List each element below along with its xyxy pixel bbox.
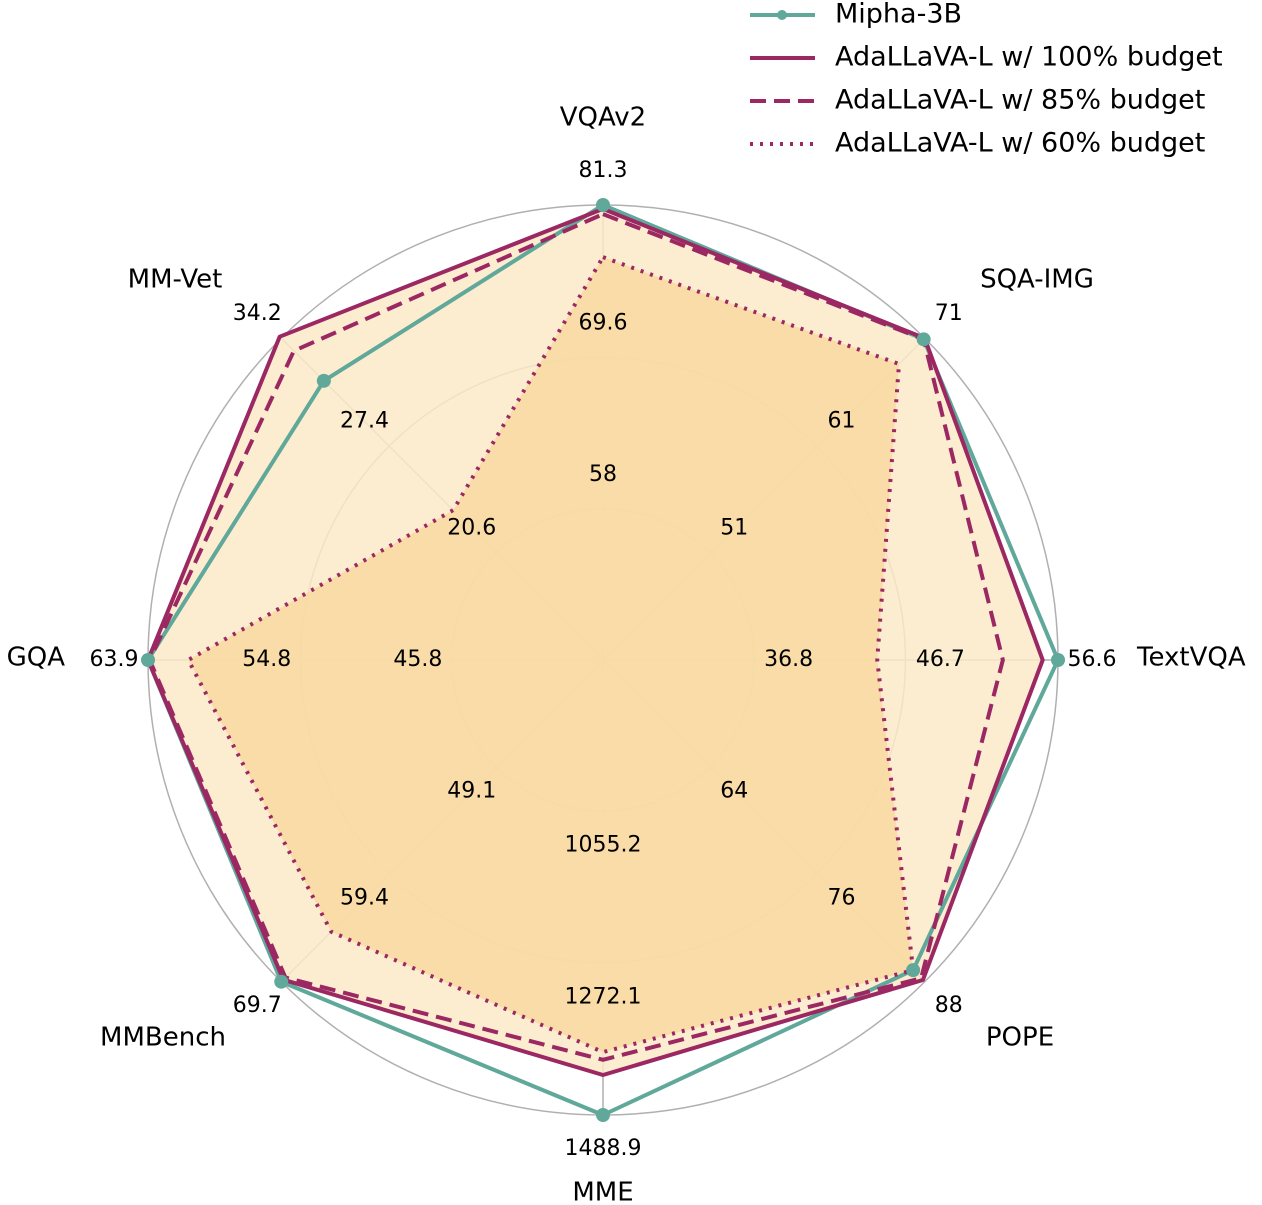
point	[906, 963, 921, 978]
category-label: GQA	[7, 643, 66, 673]
category-label: TextVQA	[1136, 643, 1246, 673]
tick-label: 45.8	[393, 647, 442, 672]
fills	[148, 208, 1043, 1075]
legend-label: Mipha-3B	[835, 0, 962, 30]
point	[316, 373, 331, 388]
point	[274, 974, 289, 989]
point	[596, 198, 610, 212]
tick-label: 27.4	[340, 408, 389, 433]
series-line	[186, 255, 916, 1055]
tick-label: 34.2	[233, 301, 282, 326]
tick-label: 1055.2	[565, 833, 642, 858]
category-label: SQA-IMG	[980, 265, 1094, 295]
series-line	[147, 212, 1005, 1062]
tick-label: 63.9	[90, 647, 139, 672]
tick-label: 51	[720, 516, 748, 541]
tick-label: 71	[935, 301, 963, 326]
legend: Mipha-3B AdaLLaVA-L w/ 100% budget AdaLLaV…	[750, 0, 1223, 159]
tick-label: 64	[720, 778, 748, 803]
point	[1051, 653, 1065, 667]
category-label: VQAv2	[560, 103, 646, 133]
legend-marker	[777, 10, 787, 20]
tick-label: 46.7	[916, 647, 965, 672]
series-line	[146, 206, 1045, 1077]
point	[141, 653, 155, 667]
tick-label: 88	[935, 993, 963, 1018]
tick-label: 56.6	[1068, 647, 1117, 672]
tick-label: 76	[828, 886, 856, 911]
legend-label: AdaLLaVA-L w/ 60% budget	[835, 128, 1205, 159]
tick-label: 58	[589, 462, 617, 487]
tick-label: 69.6	[579, 311, 628, 336]
tick-label: 69.7	[233, 993, 282, 1018]
category-label: MMBench	[100, 1023, 226, 1053]
tick-label: 54.8	[242, 647, 291, 672]
tick-label: 20.6	[447, 516, 496, 541]
tick-label: 1488.9	[565, 1136, 642, 1161]
tick-label: 49.1	[447, 778, 496, 803]
category-label: MM-Vet	[128, 265, 223, 295]
series-fill	[188, 257, 914, 1053]
tick-label: 1272.1	[565, 984, 642, 1009]
category-label: POPE	[986, 1023, 1054, 1053]
point	[596, 1108, 610, 1122]
legend-label: AdaLLaVA-L w/ 100% budget	[835, 42, 1223, 73]
point	[916, 332, 931, 347]
tick-label: 36.8	[764, 647, 813, 672]
tick-label: 59.4	[340, 886, 389, 911]
legend-label: AdaLLaVA-L w/ 85% budget	[835, 85, 1205, 116]
tick-label: 81.3	[579, 158, 628, 183]
tick-label: 61	[828, 408, 856, 433]
category-label: MME	[572, 1178, 633, 1205]
